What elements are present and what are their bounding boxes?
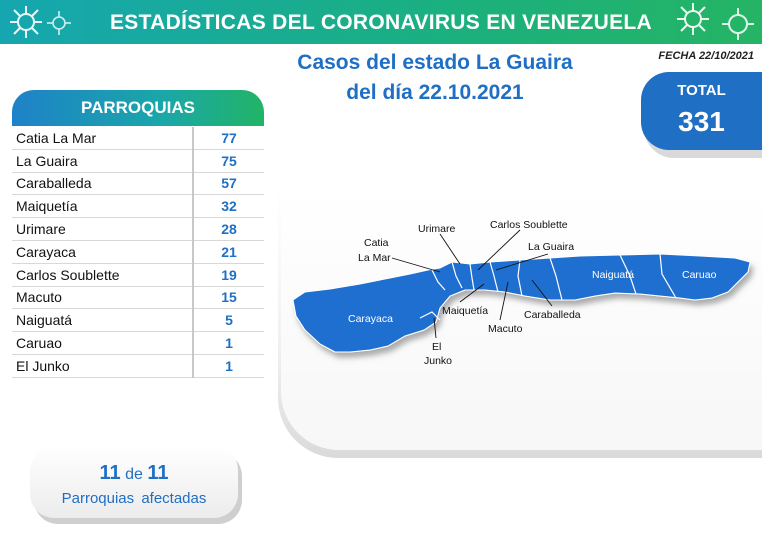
parroquia-value: 5 — [225, 312, 233, 329]
parroquia-name: Carlos Soublette — [12, 263, 194, 287]
page-title: ESTADÍSTICAS DEL CORONAVIRUS EN VENEZUEL… — [109, 11, 653, 34]
parroquias-table: Catia La Mar 77 La Guaira 75 Caraballeda 57… — [12, 127, 264, 378]
total-label: TOTAL — [677, 82, 726, 99]
parroquia-name: Maiquetía — [12, 194, 194, 218]
subtitle-line2: del día 22.10.2021 — [346, 81, 524, 104]
parroquias-header: PARROQUIAS — [12, 90, 264, 126]
table-row: Naiguatá 5 — [12, 308, 264, 332]
map-label-carayaca: Carayaca — [348, 313, 393, 325]
subtitle-line1: Casos del estado La Guaira — [297, 51, 573, 74]
parroquia-value: 32 — [221, 198, 237, 215]
parroquia-name: Carayaca — [12, 240, 194, 264]
map-label-la-guaira: La Guaira — [528, 241, 574, 253]
virus-icon — [677, 3, 709, 35]
parroquia-name: Caraballeda — [12, 172, 194, 195]
parroquia-value: 75 — [221, 152, 237, 169]
parish-borders — [419, 253, 677, 321]
afectadas-of: de — [125, 466, 143, 483]
map-label-macuto: Macuto — [488, 323, 523, 335]
afectadas-count: 11 — [99, 462, 121, 484]
table-row: Macuto 15 — [12, 286, 264, 309]
parroquia-value: 77 — [221, 129, 237, 146]
parroquia-value: 57 — [221, 175, 237, 192]
parroquia-value: 19 — [221, 266, 237, 283]
table-row: Carayaca 21 — [12, 240, 264, 264]
afectadas-card: 11 de 11 Parroquias afectadas — [30, 446, 238, 518]
total-value: 331 — [678, 106, 725, 137]
table-row: Catia La Mar 77 — [12, 127, 264, 150]
virus-icon — [47, 11, 71, 35]
total-card: TOTAL 331 — [641, 72, 762, 150]
afectadas-total: 11 — [147, 462, 169, 484]
afectadas-count-line: 11 de 11 — [30, 462, 238, 485]
date-label: FECHA 22/10/2021 — [658, 50, 754, 62]
map-label-naiguata: Naiguatá — [592, 269, 634, 281]
parroquia-name: Naiguatá — [12, 308, 194, 332]
map-label-caraballeda: Caraballeda — [524, 309, 581, 321]
virus-icon — [722, 8, 754, 40]
map-label-junko-2: Junko — [424, 355, 452, 367]
parroquia-value: 15 — [221, 289, 237, 306]
map-label-caruao: Caruao — [682, 269, 717, 281]
table-row: Caruao 1 — [12, 331, 264, 355]
parroquia-name: Urimare — [12, 217, 194, 241]
parroquia-name: Catia La Mar — [12, 127, 194, 150]
parroquia-name: La Guaira — [12, 149, 194, 173]
parroquia-name: Caruao — [12, 331, 194, 355]
table-row: Urimare 28 — [12, 217, 264, 241]
header-banner — [0, 0, 762, 44]
map-fill — [292, 253, 751, 353]
afectadas-label: Parroquias afectadas — [61, 490, 207, 507]
map-label-junko-1: El — [432, 341, 441, 353]
map-label-carlos-soublette: Carlos Soublette — [490, 219, 568, 231]
table-row: La Guaira 75 — [12, 149, 264, 173]
map-label-maiquetia: Maiquetía — [442, 305, 488, 317]
label-leaders — [391, 229, 553, 339]
table-row: El Junko 1 — [12, 354, 264, 378]
map-label-catia-2: La Mar — [358, 252, 391, 264]
parroquia-value: 1 — [225, 357, 233, 374]
parroquia-value: 1 — [225, 335, 233, 352]
table-row: Carlos Soublette 19 — [12, 263, 264, 287]
virus-icon — [10, 6, 42, 38]
map-label-catia-1: Catia — [364, 237, 389, 249]
table-row: Maiquetía 32 — [12, 194, 264, 218]
parroquia-name: El Junko — [12, 354, 194, 378]
map-label-urimare: Urimare — [418, 223, 455, 235]
table-row: Caraballeda 57 — [12, 172, 264, 195]
parroquia-value: 21 — [221, 243, 237, 260]
parroquia-value: 28 — [221, 221, 237, 238]
parroquia-name: Macuto — [12, 286, 194, 309]
